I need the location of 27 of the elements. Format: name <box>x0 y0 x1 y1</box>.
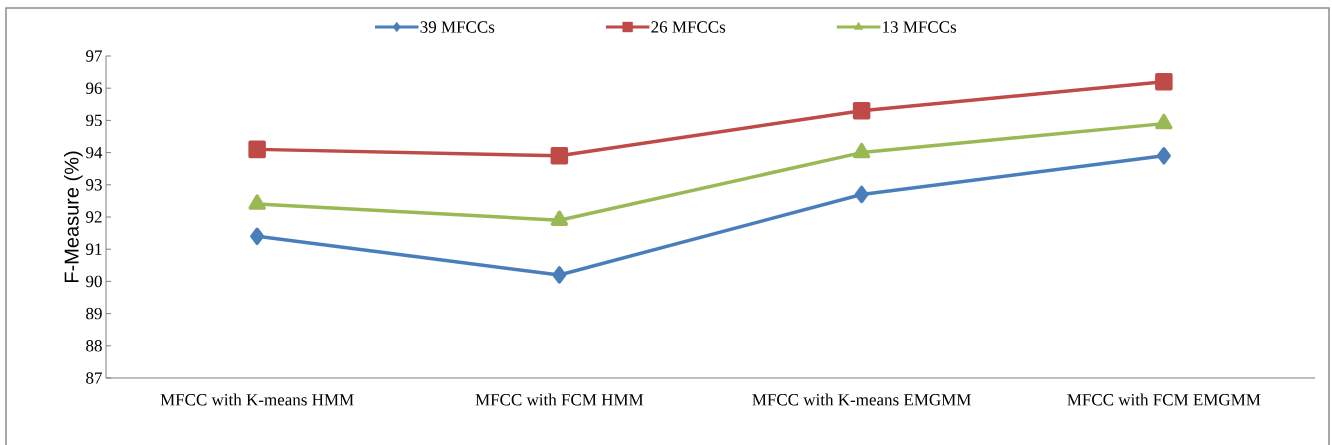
y-tick-label: 97 <box>86 50 102 62</box>
legend-label: 26 MFCCs <box>651 21 726 33</box>
y-tick-label: 92 <box>86 211 102 223</box>
point <box>852 101 871 120</box>
y-tick-label: 88 <box>86 340 102 352</box>
y-tick-label: 93 <box>86 179 102 191</box>
legend-label: 39 MFCCs <box>420 21 495 33</box>
point <box>1156 147 1171 165</box>
point <box>552 266 567 284</box>
point <box>250 227 265 246</box>
x-tick-label: MFCC with K-means EMGMM <box>752 393 971 406</box>
y-axis-title: F-Measure (%) <box>64 151 83 283</box>
point <box>550 147 569 165</box>
y-tick-label: 87 <box>86 372 102 384</box>
y-tick-label: 89 <box>86 307 102 320</box>
point <box>1155 73 1173 91</box>
y-tick-label: 91 <box>86 243 102 255</box>
x-tick-label: MFCC with FCM EMGMM <box>1067 393 1261 406</box>
y-tick-label: 90 <box>86 275 102 288</box>
point <box>248 140 266 159</box>
x-tick-label: MFCC with K-means HMM <box>160 393 354 406</box>
x-tick-label: MFCC with FCM HMM <box>475 393 644 406</box>
y-tick-label: 94 <box>86 146 103 159</box>
point <box>854 185 869 204</box>
y-tick-label: 96 <box>86 82 102 94</box>
legend-label: 13 MFCCs <box>883 21 957 33</box>
y-tick-label: 95 <box>86 114 102 127</box>
